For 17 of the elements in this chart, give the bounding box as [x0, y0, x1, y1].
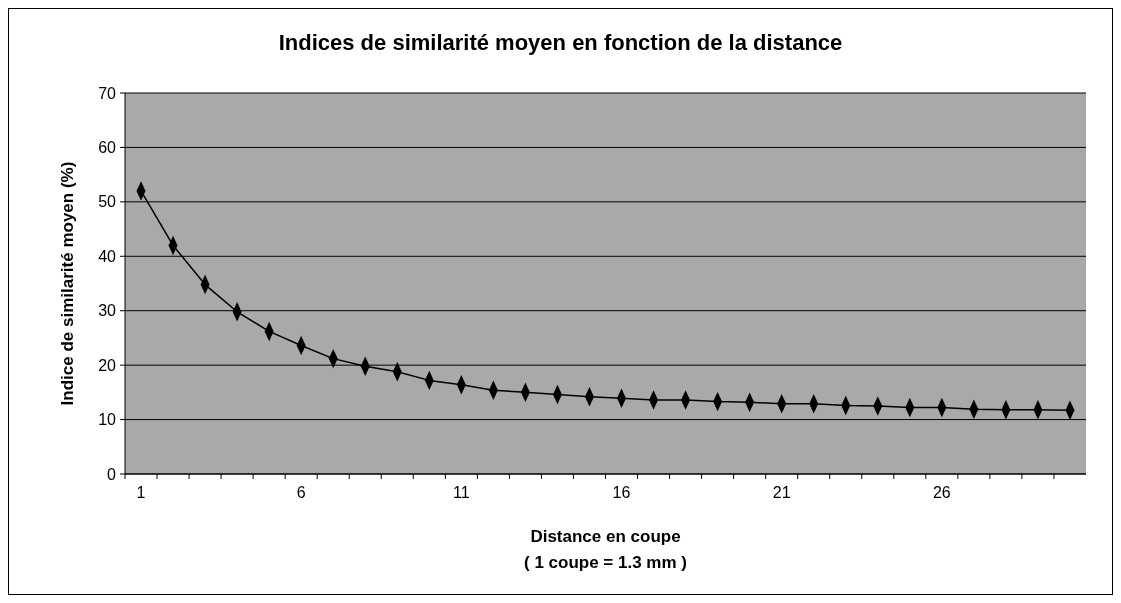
- x-tick-label: 1: [136, 484, 146, 501]
- chart-title: Indices de similarité moyen en fonction de la distance: [278, 30, 843, 55]
- y-tick-label: 70: [98, 84, 117, 102]
- x-tick-label: 21: [772, 484, 791, 501]
- x-tick-label: 16: [612, 484, 631, 501]
- y-tick-label: 60: [98, 139, 117, 157]
- x-tick-label: 11: [453, 484, 470, 501]
- y-tick-label: 10: [98, 411, 117, 429]
- y-axis-title: Indice de similarité moyen (%): [58, 161, 77, 406]
- y-tick-label: 40: [98, 247, 117, 265]
- y-tick-label: 50: [98, 193, 117, 211]
- x-axis-title: Distance en coupe ( 1 coupe = 1.3 mm ): [524, 527, 687, 572]
- y-tick-label: 0: [107, 465, 117, 483]
- x-tick-label: 6: [296, 484, 306, 501]
- x-tick-label: 26: [932, 484, 951, 501]
- y-tick-label: 30: [98, 302, 117, 320]
- y-tick-label: 20: [98, 356, 117, 374]
